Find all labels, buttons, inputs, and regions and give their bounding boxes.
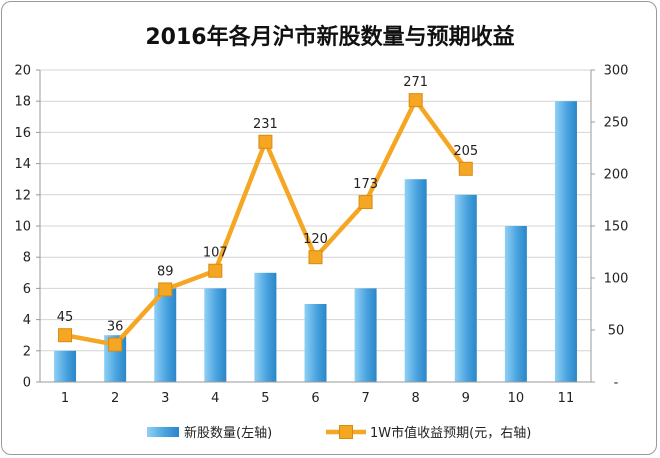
bar [404, 179, 427, 382]
bar [354, 288, 377, 382]
legend-line-label: 1W市值收益预期(元，右轴) [370, 425, 531, 441]
legend-bar-label: 新股数量(左轴) [184, 425, 272, 441]
legend: 新股数量(左轴) 1W市值收益预期(元，右轴) [147, 425, 531, 441]
x-tick-label: 2 [111, 391, 119, 406]
x-tick-label: 3 [161, 391, 169, 406]
line-point [108, 337, 123, 352]
y-right-tick-label: - [614, 376, 619, 391]
y-right-tick-label: 100 [604, 272, 629, 287]
bar [54, 350, 77, 382]
legend-line-marker [339, 425, 353, 439]
line-point [158, 282, 173, 297]
x-tick-label: 5 [261, 391, 269, 406]
line-point [208, 263, 223, 278]
y-right-tick-label: 300 [604, 64, 629, 79]
y-left-tick-label: 18 [14, 95, 31, 110]
x-tick-label: 10 [508, 391, 525, 406]
y-right-tick-label: 50 [608, 324, 625, 339]
x-tick-label: 8 [412, 391, 420, 406]
y-right-tick-label: 150 [604, 220, 629, 235]
data-label: 120 [303, 232, 328, 247]
y-right-tick-label: 200 [604, 168, 629, 183]
y-left-tick-label: 0 [23, 376, 31, 391]
line-point [358, 195, 373, 210]
x-tick-label: 7 [361, 391, 369, 406]
bar [204, 288, 227, 382]
bar [454, 194, 477, 382]
x-tick-label: 4 [211, 391, 219, 406]
line-point [408, 93, 423, 108]
bar [504, 226, 527, 382]
y-right-tick-label: 250 [604, 116, 629, 131]
line-point [308, 250, 323, 265]
line-point [58, 328, 73, 343]
data-label: 36 [107, 320, 124, 335]
y-left-tick-label: 16 [14, 126, 31, 141]
chart-title: 2016年各月沪市新股数量与预期收益 [145, 24, 514, 50]
data-label: 107 [203, 246, 228, 261]
y-left-tick-label: 20 [14, 64, 31, 79]
x-tick-label: 9 [462, 391, 470, 406]
data-label: 173 [353, 177, 378, 192]
line-series: 45 36 89 107 231 120 173 271 205 [57, 75, 478, 352]
y-left-tick-label: 6 [23, 282, 31, 297]
y-left-tick-label: 14 [14, 157, 31, 172]
x-tick-label: 6 [311, 391, 319, 406]
bar [554, 101, 577, 382]
x-tick-label: 11 [558, 391, 575, 406]
data-label: 45 [57, 310, 74, 325]
bar [254, 272, 277, 382]
data-label: 231 [253, 117, 278, 132]
y-left-tick-label: 2 [23, 344, 31, 359]
y-left-tick-label: 12 [14, 188, 31, 203]
data-label: 89 [157, 264, 174, 279]
line-point [258, 134, 273, 149]
y-left-tick-label: 4 [23, 313, 31, 328]
y-left-tick-label: 8 [23, 251, 31, 266]
line-point [458, 161, 473, 176]
bar [304, 304, 327, 382]
x-tick-label: 1 [61, 391, 69, 406]
data-label: 271 [403, 75, 428, 90]
legend-bar-swatch [147, 427, 179, 437]
y-left-tick-label: 10 [14, 220, 31, 235]
bar [154, 288, 177, 382]
data-label: 205 [453, 144, 478, 159]
